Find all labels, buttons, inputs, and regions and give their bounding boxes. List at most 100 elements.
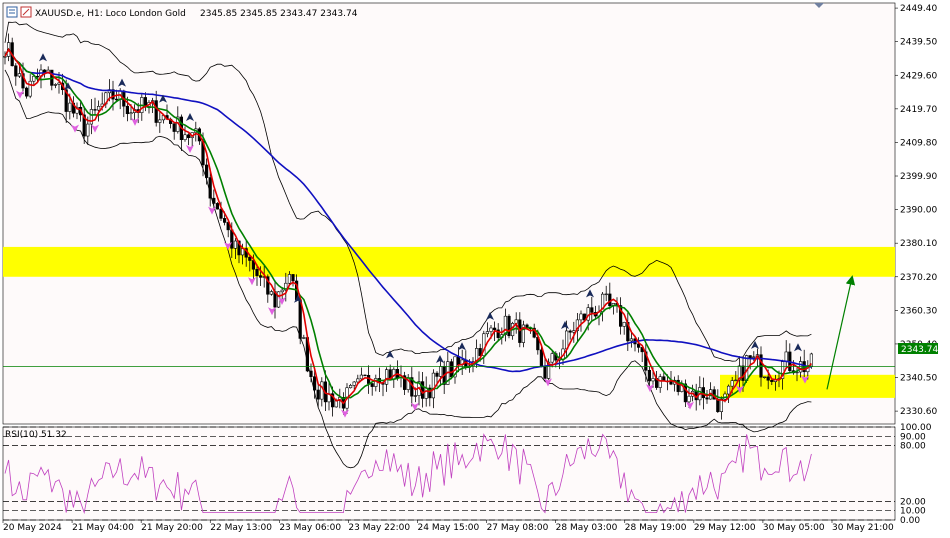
buy-signal-arrow-icon bbox=[561, 321, 569, 330]
candle-body bbox=[359, 374, 364, 380]
rsi-plot-area[interactable] bbox=[2, 426, 896, 521]
candle bbox=[428, 384, 432, 407]
time-tick-label: 20 May 2024 bbox=[3, 523, 62, 533]
candle-body bbox=[208, 177, 212, 199]
sell-signal-arrow-icon bbox=[411, 402, 419, 411]
rsi-tick-label: 20.00 bbox=[900, 497, 926, 507]
candle bbox=[208, 168, 212, 207]
candle bbox=[302, 334, 306, 340]
sell-signal-arrow-icon bbox=[91, 124, 99, 133]
candle bbox=[590, 296, 594, 321]
zone-resistance bbox=[3, 246, 895, 277]
candle bbox=[359, 367, 364, 381]
candle-body bbox=[478, 348, 482, 356]
buy-signal-arrow-icon bbox=[458, 342, 466, 351]
rsi-label: RSI(10) 51.32 bbox=[5, 430, 67, 440]
candle-body bbox=[489, 327, 493, 332]
price-tick-label: 2449.40 bbox=[900, 4, 937, 14]
sell-signal-arrow-icon bbox=[268, 307, 276, 316]
candle-body bbox=[503, 315, 508, 335]
sell-signal-arrow-icon bbox=[224, 242, 232, 251]
candle-body bbox=[226, 222, 230, 231]
candle-body bbox=[734, 379, 738, 382]
candle-body bbox=[53, 84, 57, 86]
candle-body bbox=[302, 337, 306, 339]
candle-body bbox=[572, 330, 576, 333]
candle bbox=[622, 321, 626, 335]
candle-body bbox=[435, 372, 439, 377]
buy-signal-arrow-icon bbox=[386, 350, 394, 359]
zones-layer bbox=[3, 246, 895, 398]
sell-signal-arrow-icon bbox=[686, 401, 694, 410]
candle bbox=[316, 383, 320, 408]
candle bbox=[24, 86, 29, 99]
main-plot-area[interactable] bbox=[2, 2, 896, 425]
projection-arrow-icon bbox=[826, 275, 856, 390]
moving-averages-layer bbox=[4, 47, 813, 405]
candle bbox=[89, 98, 93, 135]
overlay-layer bbox=[3, 275, 895, 390]
candle-body bbox=[629, 338, 633, 342]
rsi-tick-label: 10.00 bbox=[900, 507, 926, 517]
window-menu-icon[interactable] bbox=[6, 6, 18, 18]
price-tick-label: 2419.70 bbox=[900, 105, 937, 115]
candle bbox=[183, 126, 187, 142]
candle bbox=[507, 314, 511, 339]
buy-signal-arrow-icon bbox=[794, 343, 802, 352]
candle-body bbox=[32, 75, 36, 82]
candle-body bbox=[17, 73, 22, 77]
candle bbox=[205, 158, 209, 185]
candle-body bbox=[456, 356, 461, 366]
candle-body bbox=[716, 398, 720, 412]
candle-body bbox=[492, 327, 497, 331]
candle-body bbox=[651, 378, 655, 382]
candle-body bbox=[172, 123, 176, 132]
candle-body bbox=[575, 319, 579, 331]
price-tick-label: 2399.90 bbox=[900, 172, 937, 182]
candle-body bbox=[370, 383, 374, 387]
candle-body bbox=[741, 365, 745, 381]
candle bbox=[32, 75, 36, 85]
candle-body bbox=[438, 366, 443, 377]
candle-body bbox=[143, 97, 148, 107]
candle bbox=[212, 189, 216, 211]
candle-body bbox=[154, 100, 158, 123]
candle bbox=[568, 329, 572, 340]
candle-body bbox=[64, 89, 68, 112]
time-tick-label: 24 May 15:00 bbox=[418, 523, 480, 533]
price-tick-label: 2360.30 bbox=[900, 306, 937, 316]
candle-body bbox=[579, 313, 583, 321]
bollinger-upper-line bbox=[4, 21, 812, 362]
sell-signal-arrow-icon bbox=[736, 385, 744, 394]
ohlc-values: 2345.85 2345.85 2343.47 2343.74 bbox=[200, 9, 358, 19]
candle-body bbox=[158, 119, 162, 123]
candle-body bbox=[348, 385, 353, 389]
candle bbox=[762, 376, 767, 379]
symbol-info: XAUUSD.e, H1: Loco London Gold bbox=[35, 9, 186, 19]
candle-body bbox=[316, 389, 320, 400]
candle-body bbox=[75, 106, 79, 114]
ma-fast-line bbox=[4, 47, 813, 405]
price-tick-label: 2330.60 bbox=[900, 407, 937, 417]
candle-body bbox=[125, 105, 129, 115]
candle-body bbox=[93, 109, 97, 111]
buy-signal-arrow-icon bbox=[39, 53, 47, 62]
candle-body bbox=[730, 380, 734, 387]
candle-body bbox=[543, 365, 547, 379]
header-bar: XAUUSD.e, H1: Loco London Gold 2345.85 2… bbox=[6, 3, 824, 19]
candle-body bbox=[258, 275, 263, 278]
price-tick-label: 2429.60 bbox=[900, 71, 937, 81]
candle-body bbox=[384, 369, 389, 385]
candle bbox=[187, 133, 191, 146]
candle-body bbox=[420, 381, 425, 399]
candle-body bbox=[726, 385, 731, 395]
price-tick-label: 2390.00 bbox=[900, 206, 937, 216]
candle-body bbox=[539, 349, 543, 367]
scroll-marker-icon[interactable] bbox=[814, 3, 824, 8]
candle-body bbox=[284, 282, 288, 291]
candle-body bbox=[402, 375, 407, 390]
time-tick-label: 30 May 21:00 bbox=[832, 523, 894, 533]
bollinger-bands-layer bbox=[4, 21, 812, 469]
